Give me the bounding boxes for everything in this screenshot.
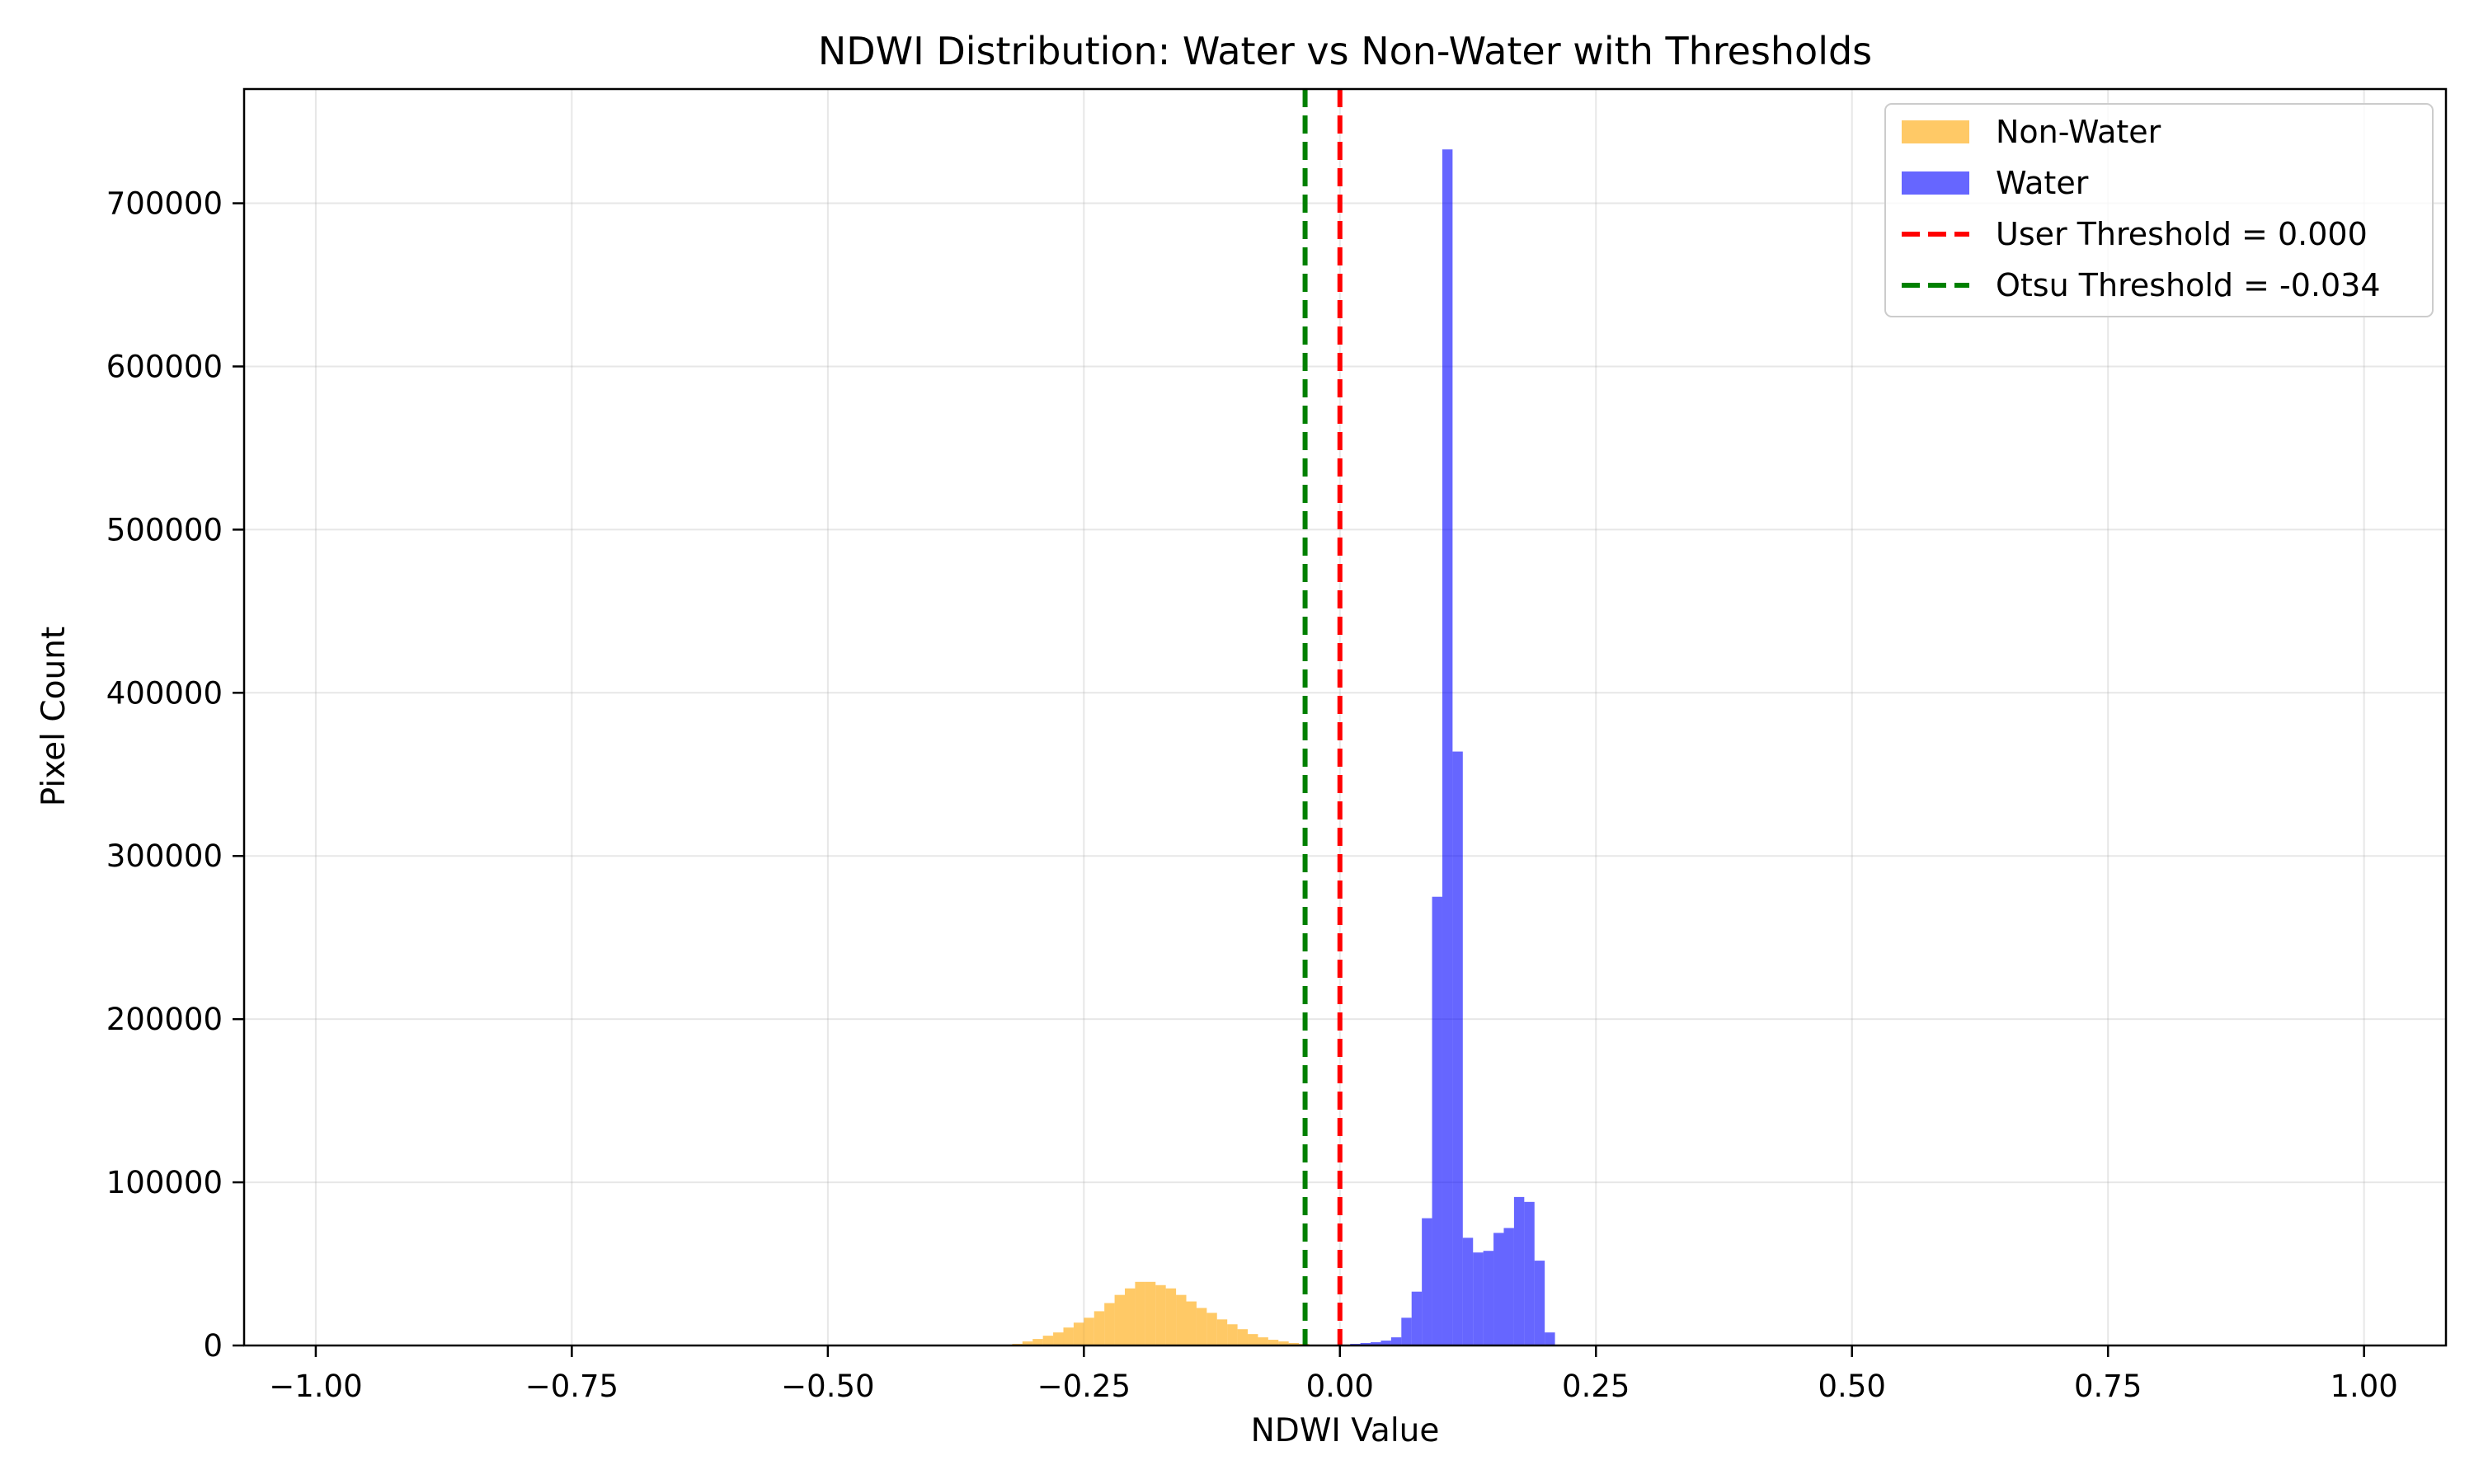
legend: Non-Water Water User Threshold = 0.000 Otsu… xyxy=(1884,103,2434,317)
histogram-bar xyxy=(1462,1237,1474,1345)
histogram-bar xyxy=(1063,1327,1074,1345)
x-tick-label: 0.25 xyxy=(1562,1369,1630,1404)
legend-swatch xyxy=(1902,120,1969,143)
y-tick-label: 400000 xyxy=(106,675,223,711)
histogram-bar xyxy=(1042,1336,1054,1345)
histogram-bar xyxy=(1084,1317,1094,1345)
y-axis-label: Pixel Count xyxy=(35,627,73,806)
x-axis-label: NDWI Value xyxy=(1251,1412,1440,1449)
y-tick-label: 600000 xyxy=(106,349,223,384)
x-tick-label: −0.50 xyxy=(781,1369,874,1404)
histogram-bar xyxy=(1237,1329,1249,1345)
histogram-bar xyxy=(1422,1218,1432,1345)
legend-label: Non-Water xyxy=(1996,114,2161,150)
axes-frame xyxy=(242,87,2448,1347)
histogram-bar xyxy=(1258,1337,1268,1345)
chart-title: NDWI Distribution: Water vs Non-Water wi… xyxy=(818,29,1872,73)
x-tick-label: −1.00 xyxy=(269,1369,362,1404)
x-tick-label: 0.00 xyxy=(1306,1369,1374,1404)
histogram-bar xyxy=(1135,1281,1145,1345)
histogram-bar xyxy=(1360,1343,1371,1345)
series-non-water xyxy=(1012,1281,1340,1345)
histogram-bar xyxy=(1022,1341,1033,1345)
histogram-bar xyxy=(1114,1294,1125,1345)
histogram-bar xyxy=(1545,1332,1555,1345)
histogram-bar xyxy=(1473,1252,1484,1345)
histogram-bar xyxy=(1534,1261,1545,1345)
histogram-bar xyxy=(1524,1201,1535,1345)
y-tick-label: 100000 xyxy=(106,1165,223,1200)
y-tick-label: 300000 xyxy=(106,838,223,874)
legend-label: Water xyxy=(1996,165,2089,201)
x-tick-label: 0.75 xyxy=(2074,1369,2142,1404)
histogram-bar xyxy=(1411,1291,1423,1345)
histogram-bar xyxy=(1452,751,1463,1345)
histogram-bar xyxy=(1371,1342,1381,1345)
legend-swatch xyxy=(1902,171,1969,195)
histogram-bar xyxy=(1155,1284,1166,1345)
histogram-bar xyxy=(1053,1332,1064,1345)
histogram-bar xyxy=(1401,1317,1412,1345)
histogram-bar xyxy=(1125,1288,1136,1345)
histogram-bar xyxy=(1390,1337,1402,1345)
x-tick-label: 1.00 xyxy=(2330,1369,2397,1404)
legend-label: Otsu Threshold = -0.034 xyxy=(1996,267,2381,303)
histogram-bar xyxy=(1145,1281,1156,1345)
histogram-bar xyxy=(1216,1319,1228,1345)
legend-label: User Threshold = 0.000 xyxy=(1996,216,2368,252)
histogram-bar xyxy=(1176,1294,1187,1345)
histogram-bar xyxy=(1196,1308,1207,1345)
x-tick-label: 0.50 xyxy=(1818,1369,1886,1404)
histogram-bar xyxy=(1206,1313,1217,1345)
histogram-bar xyxy=(1186,1301,1197,1345)
histogram-bar xyxy=(1165,1288,1177,1345)
histogram-bar xyxy=(1094,1311,1105,1345)
histogram-bar xyxy=(1278,1341,1289,1345)
histogram-bar xyxy=(1432,896,1442,1345)
histogram-bar xyxy=(1104,1303,1115,1345)
x-tick-label: −0.75 xyxy=(525,1369,618,1404)
histogram-bar xyxy=(1268,1340,1279,1345)
histogram-bar xyxy=(1493,1233,1504,1345)
histogram-bar xyxy=(1032,1339,1043,1345)
y-tick-label: 0 xyxy=(203,1328,223,1364)
histogram-bar xyxy=(1483,1251,1494,1345)
series-water xyxy=(1339,149,1555,1345)
y-tick-label: 200000 xyxy=(106,1002,223,1037)
y-tick-label: 500000 xyxy=(106,512,223,547)
legend-box xyxy=(1884,103,2434,317)
histogram-bar xyxy=(1380,1341,1391,1345)
histogram-bar xyxy=(1513,1196,1525,1345)
histogram-bar xyxy=(1288,1343,1300,1345)
histogram-bar xyxy=(1073,1322,1084,1345)
x-tick-label: −0.25 xyxy=(1037,1369,1131,1404)
histogram-bar xyxy=(1227,1324,1238,1345)
y-tick-label: 700000 xyxy=(106,186,223,222)
histogram-bar xyxy=(1503,1228,1514,1345)
histogram-bar xyxy=(1248,1334,1258,1345)
histogram-bar xyxy=(1442,149,1453,1345)
